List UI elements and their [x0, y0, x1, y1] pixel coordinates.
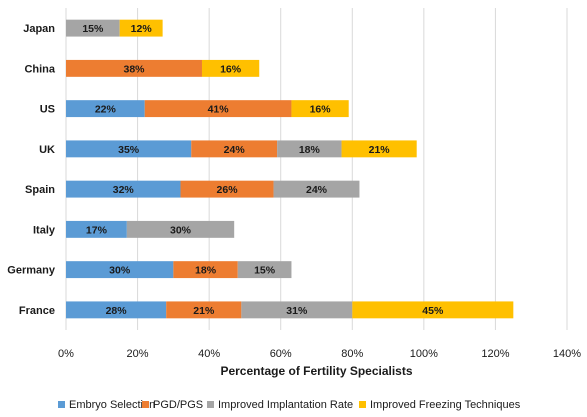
category-label-us: US	[40, 104, 55, 116]
data-label: 38%	[123, 63, 145, 75]
data-label: 17%	[86, 224, 108, 236]
data-label: 31%	[286, 305, 308, 317]
bar-china-improved-freezing-techniques	[201, 59, 260, 77]
bar-uk-pgd-pgs	[191, 140, 278, 158]
data-label: 24%	[224, 144, 246, 156]
bar-spain-pgd-pgs	[180, 180, 274, 198]
bar-spain-improved-implantation-rate	[273, 180, 360, 198]
x-tick-label: 80%	[341, 348, 363, 360]
x-tick-label: 0%	[58, 348, 74, 360]
bar-us-embryo-selection	[66, 100, 145, 118]
x-tick-label: 40%	[198, 348, 220, 360]
legend-swatch-improved-implantation-rate	[207, 401, 214, 408]
x-tick-label: 60%	[270, 348, 292, 360]
legend-swatch-improved-freezing-techniques	[359, 401, 366, 408]
x-axis-title: Percentage of Fertility Specialists	[220, 364, 412, 378]
category-label-china: China	[24, 63, 55, 75]
data-label: 18%	[299, 144, 321, 156]
x-tick-label: 140%	[553, 348, 581, 360]
category-label-uk: UK	[39, 144, 55, 156]
data-label: 32%	[113, 184, 135, 196]
bar-france-pgd-pgs	[166, 301, 242, 319]
bar-us-pgd-pgs	[144, 100, 292, 118]
x-tick-labels: 0% 20% 40% 60% 80% 100% 120% 140%	[58, 348, 581, 360]
bar-italy-improved-implantation-rate	[126, 220, 235, 238]
bar-uk-embryo-selection	[66, 140, 192, 158]
bar-germany-improved-implantation-rate	[237, 261, 292, 279]
bars: 15% 12% 38% 16% 22% 41% 16% 35% 24% 18% 21% 32% 26% 2…	[66, 19, 514, 319]
data-label: 35%	[118, 144, 140, 156]
data-label: 26%	[217, 184, 239, 196]
x-tick-label: 100%	[410, 348, 438, 360]
legend-label-pgd-pgs: PGD/PGS	[153, 399, 203, 411]
data-label: 24%	[306, 184, 328, 196]
x-tick-label: 20%	[127, 348, 149, 360]
bar-uk-improved-implantation-rate	[277, 140, 342, 158]
data-label: 16%	[310, 104, 332, 116]
category-label-france: France	[19, 305, 55, 317]
data-label: 15%	[82, 23, 104, 35]
x-tick-label: 120%	[481, 348, 509, 360]
data-label: 28%	[106, 305, 128, 317]
data-label: 30%	[170, 224, 192, 236]
data-label: 45%	[422, 305, 444, 317]
bar-spain-embryo-selection	[66, 180, 181, 198]
legend-label-improved-implantation-rate: Improved Implantation Rate	[218, 399, 353, 411]
category-labels: Japan China US UK Spain Italy Germany France	[7, 23, 56, 317]
bar-france-embryo-selection	[66, 301, 167, 319]
bar-china-pgd-pgs	[66, 59, 202, 77]
bar-germany-pgd-pgs	[173, 261, 238, 279]
category-label-spain: Spain	[25, 184, 55, 196]
bar-france-improved-implantation-rate	[241, 301, 353, 319]
bar-uk-improved-freezing-techniques	[341, 140, 417, 158]
gridlines	[65, 8, 568, 330]
legend-swatch-embryo-selection	[58, 401, 65, 408]
data-label: 21%	[369, 144, 391, 156]
category-label-germany: Germany	[7, 265, 56, 277]
legend-label-improved-freezing-techniques: Improved Freezing Techniques	[370, 399, 521, 411]
data-label: 21%	[193, 305, 215, 317]
data-label: 22%	[95, 104, 117, 116]
bar-france-improved-freezing-techniques	[352, 301, 514, 319]
data-label: 41%	[208, 104, 230, 116]
category-label-japan: Japan	[23, 23, 55, 35]
bar-italy-embryo-selection	[66, 220, 127, 238]
legend-label-embryo-selection: Embryo Selection	[69, 399, 155, 411]
data-label: 30%	[109, 265, 131, 277]
data-label: 15%	[254, 265, 276, 277]
legend-swatch-pgd-pgs	[142, 401, 149, 408]
data-label: 18%	[195, 265, 217, 277]
bar-us-improved-freezing-techniques	[291, 100, 349, 118]
data-label: 16%	[220, 63, 242, 75]
category-label-italy: Italy	[33, 224, 56, 236]
bar-germany-embryo-selection	[66, 261, 174, 279]
bar-japan-improved-implantation-rate	[66, 19, 120, 37]
data-label: 12%	[131, 23, 153, 35]
bar-japan-improved-freezing-techniques	[119, 19, 163, 37]
